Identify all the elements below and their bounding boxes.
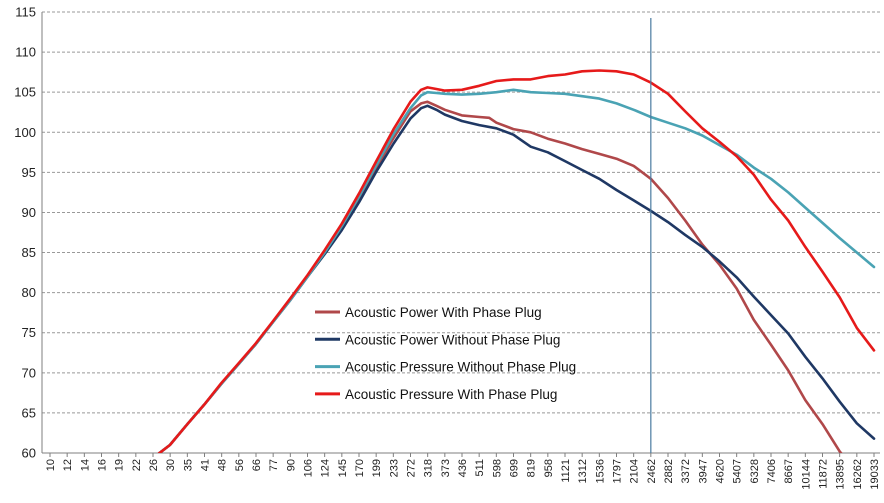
x-tick-label-90: 90	[285, 459, 297, 471]
series-line-1	[157, 100, 843, 453]
legend-label-3: Acoustic Pressure Without Phase Plug	[345, 360, 576, 375]
x-tick-label-4620: 4620	[715, 459, 727, 483]
x-tick-label-19033: 19033	[869, 459, 881, 490]
y-tick-label-100: 100	[14, 125, 36, 140]
x-tick-label-511: 511	[474, 459, 486, 477]
x-tick-label-16: 16	[97, 459, 109, 471]
x-tick-label-6328: 6328	[749, 459, 761, 483]
legend-label-4: Acoustic Pressure With Phase Plug	[345, 387, 557, 402]
x-tick-label-2462: 2462	[646, 459, 658, 483]
x-tick-label-1536: 1536	[594, 459, 606, 483]
x-tick-label-3372: 3372	[680, 459, 692, 483]
y-tick-label-105: 105	[14, 85, 36, 100]
series-line-4	[157, 69, 876, 453]
x-tick-label-436: 436	[457, 459, 469, 477]
x-tick-label-14: 14	[79, 459, 91, 471]
legend: Acoustic Power With Phase Plug Acoustic P…	[315, 305, 576, 402]
y-tick-label-90: 90	[22, 205, 36, 220]
x-tick-label-1797: 1797	[612, 459, 624, 483]
x-tick-label-819: 819	[526, 459, 538, 477]
x-tick-label-22: 22	[131, 459, 143, 471]
y-tick-label-80: 80	[22, 285, 36, 300]
x-tick-label-19: 19	[114, 459, 126, 471]
y-axis-tick-labels: 60 65 70 75 80 85 90 95 100 105 110 115	[14, 5, 36, 461]
x-tick-label-16262: 16262	[852, 459, 864, 490]
x-tick-label-5407: 5407	[732, 459, 744, 483]
y-tick-label-75: 75	[22, 325, 36, 340]
x-axis-tick-labels: 10 12 14 16 19 22 26 30 35 41 48 56 66 77 90 106 124 145 1…	[45, 453, 881, 490]
x-tick-label-56: 56	[234, 459, 246, 471]
x-tick-label-598: 598	[491, 459, 503, 477]
y-tick-label-115: 115	[15, 5, 36, 20]
y-tick-label-110: 110	[15, 45, 36, 60]
x-tick-label-145: 145	[337, 459, 349, 477]
x-tick-label-2882: 2882	[663, 459, 675, 483]
x-tick-label-199: 199	[371, 459, 383, 477]
y-tick-label-85: 85	[22, 245, 36, 260]
series-line-3	[157, 88, 876, 453]
x-tick-label-30: 30	[165, 459, 177, 471]
x-tick-label-233: 233	[388, 459, 400, 477]
y-tick-label-70: 70	[22, 365, 36, 380]
x-tick-label-958: 958	[543, 459, 555, 477]
x-tick-label-35: 35	[182, 459, 194, 471]
x-tick-label-41: 41	[200, 459, 212, 471]
y-tick-label-95: 95	[22, 165, 36, 180]
x-tick-label-1121: 1121	[560, 459, 572, 483]
x-tick-label-373: 373	[440, 459, 452, 477]
x-tick-label-106: 106	[303, 459, 315, 477]
x-tick-label-26: 26	[148, 459, 160, 471]
x-tick-label-170: 170	[354, 459, 366, 477]
x-tick-label-1312: 1312	[577, 459, 589, 483]
series-lines	[157, 69, 876, 453]
legend-label-2: Acoustic Power Without Phase Plug	[345, 332, 560, 347]
grid-lines	[41, 11, 880, 454]
x-tick-label-272: 272	[406, 459, 418, 477]
x-tick-label-11872: 11872	[818, 459, 830, 489]
legend-label-1: Acoustic Power With Phase Plug	[345, 305, 542, 320]
y-tick-label-65: 65	[22, 405, 36, 420]
x-tick-label-13895: 13895	[835, 459, 847, 490]
x-tick-label-2104: 2104	[629, 459, 641, 483]
x-tick-label-66: 66	[251, 459, 263, 471]
x-tick-label-12: 12	[62, 459, 74, 471]
x-tick-label-318: 318	[423, 459, 435, 477]
x-tick-label-8667: 8667	[783, 459, 795, 483]
x-tick-label-7406: 7406	[766, 459, 778, 483]
x-tick-label-699: 699	[509, 459, 521, 477]
x-tick-label-10144: 10144	[800, 459, 812, 490]
y-tick-label-60: 60	[22, 446, 36, 461]
x-tick-label-124: 124	[320, 459, 332, 477]
x-tick-label-3947: 3947	[697, 459, 709, 483]
series-line-2	[157, 104, 876, 453]
x-tick-label-10: 10	[45, 459, 57, 471]
x-tick-label-77: 77	[268, 459, 280, 471]
x-tick-label-48: 48	[217, 459, 229, 471]
